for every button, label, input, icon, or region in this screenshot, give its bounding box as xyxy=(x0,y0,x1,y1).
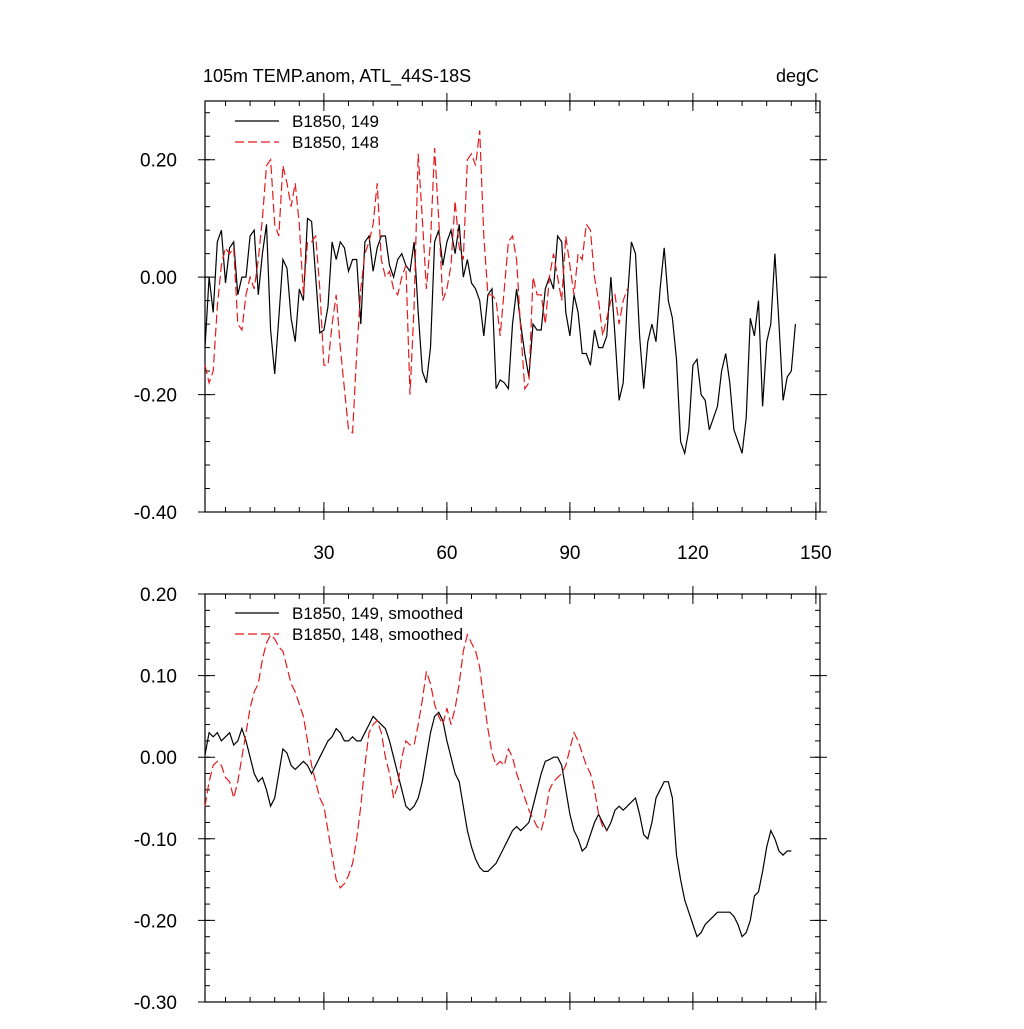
y-tick-label: -0.10 xyxy=(134,830,177,851)
x-tick-label: 30 xyxy=(313,543,334,564)
legend-label-2: B1850, 148 xyxy=(292,133,379,152)
x-tick-label: 120 xyxy=(677,543,709,564)
y-tick-label: 0.00 xyxy=(140,268,177,289)
top-panel: -0.40 -0.20 0.00 0.20 30 60 90 120 150 B1850, 149… xyxy=(134,93,832,564)
plot-frame xyxy=(204,593,821,1003)
series-line-1 xyxy=(204,217,796,456)
legend-label-1: B1850, 149 xyxy=(292,112,379,131)
series-line-1 xyxy=(204,711,792,938)
y-tick-label: -0.30 xyxy=(134,993,177,1014)
series-line-2 xyxy=(204,130,628,434)
top-chart-units: degC xyxy=(776,66,819,86)
legend-label-1: B1850, 149, smoothed xyxy=(292,604,463,623)
x-tick-label: 90 xyxy=(559,543,580,564)
y-tick-label: -0.40 xyxy=(134,503,177,524)
y-tick-label: 0.20 xyxy=(140,151,177,172)
plot-frame xyxy=(204,100,821,513)
top-chart-title: 105m TEMP.anom, ATL_44S-18S xyxy=(203,66,471,87)
y-tick-label: 0.20 xyxy=(140,585,177,606)
legend-label-2: B1850, 148, smoothed xyxy=(292,625,463,644)
x-tick-label: 60 xyxy=(436,543,457,564)
y-tick-label: 0.00 xyxy=(140,748,177,769)
series-line-2 xyxy=(204,633,608,889)
x-tick-label: 150 xyxy=(800,543,832,564)
bottom-panel: -0.30 -0.20 -0.10 0.00 0.10 0.20 B1850, 149, s… xyxy=(134,585,827,1014)
y-tick-label: -0.20 xyxy=(134,911,177,932)
y-tick-label: -0.20 xyxy=(134,386,177,407)
y-tick-label: 0.10 xyxy=(140,667,177,688)
